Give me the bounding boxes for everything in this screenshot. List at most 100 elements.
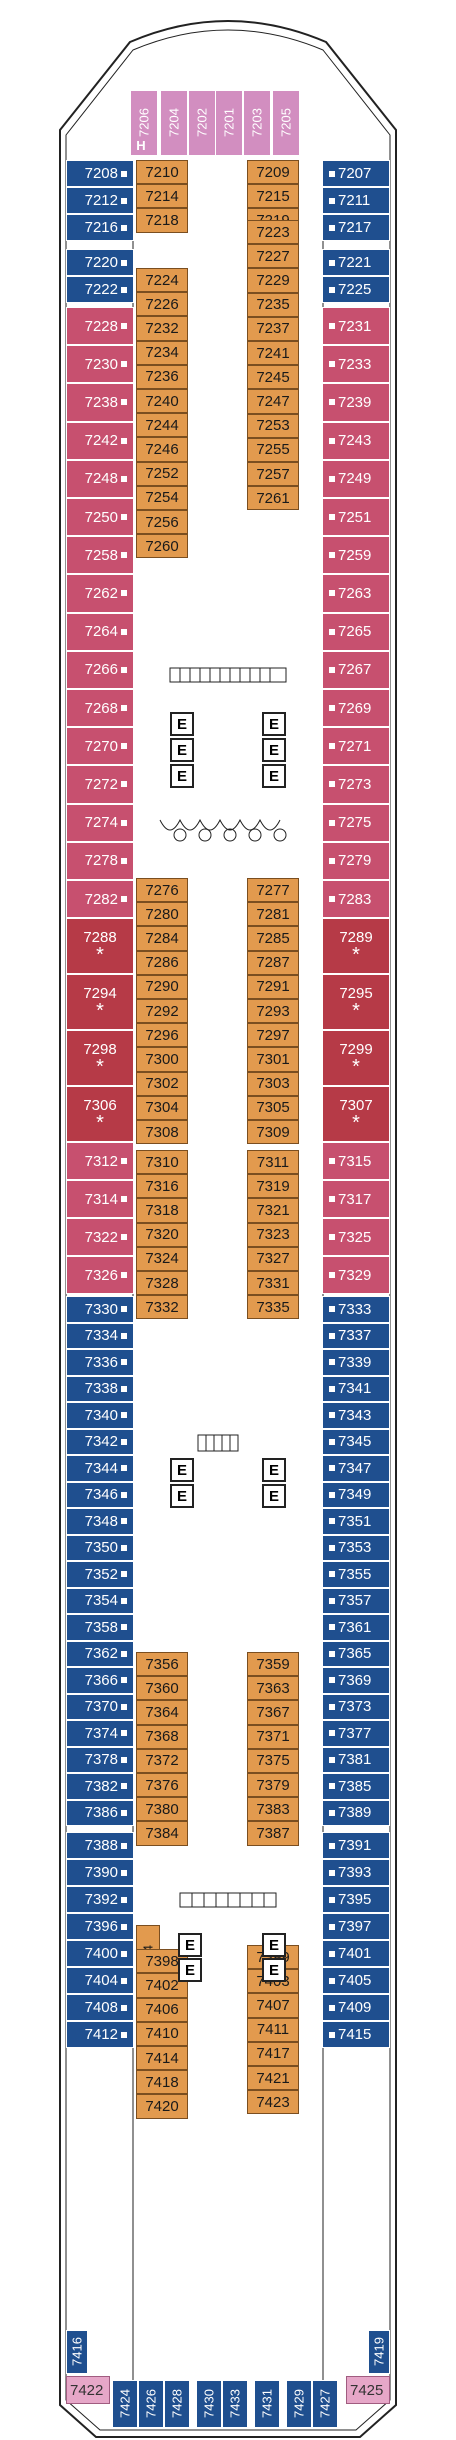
cabin-7368[interactable]: 7368 [136, 1724, 188, 1749]
cabin-7301[interactable]: 7301 [247, 1047, 299, 1072]
cabin-7243[interactable]: 7243 [322, 421, 390, 460]
cabin-7354[interactable]: 7354 [66, 1587, 134, 1615]
cabin-7324[interactable]: 7324 [136, 1246, 188, 1271]
cabin-7325[interactable]: 7325 [322, 1218, 390, 1257]
cabin-7315[interactable]: 7315 [322, 1142, 390, 1181]
cabin-7316[interactable]: 7316 [136, 1174, 188, 1199]
cabin-7249[interactable]: 7249 [322, 459, 390, 498]
cabin-7270[interactable]: 7270 [66, 727, 134, 766]
cabin-7411[interactable]: 7411 [247, 2017, 299, 2042]
cabin-7222[interactable]: 7222 [66, 276, 134, 303]
cabin-7384[interactable]: 7384 [136, 1821, 188, 1846]
cabin-7275[interactable]: 7275 [322, 803, 390, 842]
cabin-7299[interactable]: 7299 * [322, 1030, 390, 1087]
cabin-7397[interactable]: 7397 [322, 1913, 390, 1941]
cabin-7307[interactable]: 7307 * [322, 1086, 390, 1143]
cabin-7266[interactable]: 7266 [66, 650, 134, 689]
cabin-7350[interactable]: 7350 [66, 1534, 134, 1562]
cabin-7391[interactable]: 7391 [322, 1832, 390, 1860]
cabin-7428[interactable]: 7428 [164, 2380, 190, 2428]
cabin-7262[interactable]: 7262 [66, 574, 134, 613]
cabin-7333[interactable]: 7333 [322, 1296, 390, 1323]
cabin-7303[interactable]: 7303 [247, 1071, 299, 1096]
cabin-7412[interactable]: 7412 [66, 2021, 134, 2049]
cabin-7205[interactable]: 7205 [272, 90, 300, 156]
cabin-7330[interactable]: 7330 [66, 1296, 134, 1323]
cabin-7263[interactable]: 7263 [322, 574, 390, 613]
cabin-7395[interactable]: 7395 [322, 1886, 390, 1914]
cabin-7231[interactable]: 7231 [322, 307, 390, 346]
cabin-7258[interactable]: 7258 [66, 536, 134, 575]
cabin-7322[interactable]: 7322 [66, 1218, 134, 1257]
cabin-7339[interactable]: 7339 [322, 1349, 390, 1376]
cabin-7430[interactable]: 7430 [196, 2380, 222, 2428]
cabin-7251[interactable]: 7251 [322, 498, 390, 537]
cabin-7337[interactable]: 7337 [322, 1322, 390, 1350]
cabin-7416[interactable]: 7416 [66, 2330, 88, 2374]
cabin-7378[interactable]: 7378 [66, 1746, 134, 1774]
cabin-7223[interactable]: 7223 [247, 220, 299, 245]
cabin-7208[interactable]: 7208 [66, 160, 134, 187]
cabin-7364[interactable]: 7364 [136, 1700, 188, 1725]
cabin-7279[interactable]: 7279 [322, 841, 390, 880]
cabin-7268[interactable]: 7268 [66, 689, 134, 728]
cabin-7414[interactable]: 7414 [136, 2046, 188, 2071]
cabin-7292[interactable]: 7292 [136, 999, 188, 1024]
cabin-7363[interactable]: 7363 [247, 1676, 299, 1701]
cabin-7209[interactable]: 7209 [247, 160, 299, 185]
cabin-7305[interactable]: 7305 [247, 1095, 299, 1120]
cabin-7349[interactable]: 7349 [322, 1481, 390, 1509]
cabin-7357[interactable]: 7357 [322, 1587, 390, 1615]
cabin-7204[interactable]: 7204 [160, 90, 188, 156]
cabin-7418[interactable]: 7418 [136, 2070, 188, 2095]
cabin-7302[interactable]: 7302 [136, 1071, 188, 1096]
cabin-7229[interactable]: 7229 [247, 268, 299, 293]
cabin-7328[interactable]: 7328 [136, 1271, 188, 1296]
cabin-7247[interactable]: 7247 [247, 389, 299, 414]
cabin-7380[interactable]: 7380 [136, 1797, 188, 1822]
cabin-7294[interactable]: 7294 * [66, 974, 134, 1031]
cabin-7326[interactable]: 7326 [66, 1256, 134, 1295]
cabin-7254[interactable]: 7254 [136, 485, 188, 510]
cabin-7312[interactable]: 7312 [66, 1142, 134, 1181]
cabin-7379[interactable]: 7379 [247, 1773, 299, 1798]
cabin-7245[interactable]: 7245 [247, 365, 299, 390]
cabin-7225[interactable]: 7225 [322, 276, 390, 303]
cabin-7252[interactable]: 7252 [136, 461, 188, 486]
cabin-7382[interactable]: 7382 [66, 1773, 134, 1800]
cabin-7401[interactable]: 7401 [322, 1940, 390, 1968]
cabin-7308[interactable]: 7308 [136, 1120, 188, 1145]
cabin-7290[interactable]: 7290 [136, 974, 188, 999]
cabin-7210[interactable]: 7210 [136, 160, 188, 185]
cabin-7344[interactable]: 7344 [66, 1455, 134, 1482]
cabin-7271[interactable]: 7271 [322, 727, 390, 766]
cabin-7259[interactable]: 7259 [322, 536, 390, 575]
cabin-7346[interactable]: 7346 [66, 1481, 134, 1509]
cabin-7353[interactable]: 7353 [322, 1534, 390, 1562]
cabin-7383[interactable]: 7383 [247, 1797, 299, 1822]
cabin-7253[interactable]: 7253 [247, 413, 299, 438]
cabin-7352[interactable]: 7352 [66, 1561, 134, 1588]
cabin-7410[interactable]: 7410 [136, 2021, 188, 2046]
cabin-7278[interactable]: 7278 [66, 841, 134, 880]
cabin-7341[interactable]: 7341 [322, 1375, 390, 1403]
cabin-7417[interactable]: 7417 [247, 2041, 299, 2066]
cabin-7329[interactable]: 7329 [322, 1256, 390, 1295]
cabin-7373[interactable]: 7373 [322, 1693, 390, 1721]
cabin-7269[interactable]: 7269 [322, 689, 390, 728]
cabin-7389[interactable]: 7389 [322, 1799, 390, 1827]
cabin-7232[interactable]: 7232 [136, 316, 188, 341]
cabin-7409[interactable]: 7409 [322, 1994, 390, 2022]
cabin-7419[interactable]: 7419 [368, 2330, 390, 2374]
cabin-7372[interactable]: 7372 [136, 1748, 188, 1773]
cabin-7390[interactable]: 7390 [66, 1859, 134, 1887]
cabin-7332[interactable]: 7332 [136, 1295, 188, 1320]
cabin-7291[interactable]: 7291 [247, 974, 299, 999]
cabin-7284[interactable]: 7284 [136, 926, 188, 951]
cabin-7287[interactable]: 7287 [247, 950, 299, 975]
cabin-7311[interactable]: 7311 [247, 1150, 299, 1175]
cabin-7433[interactable]: 7433 [222, 2380, 248, 2428]
cabin-7370[interactable]: 7370 [66, 1693, 134, 1721]
cabin-7215[interactable]: 7215 [247, 184, 299, 209]
cabin-7319[interactable]: 7319 [247, 1174, 299, 1199]
